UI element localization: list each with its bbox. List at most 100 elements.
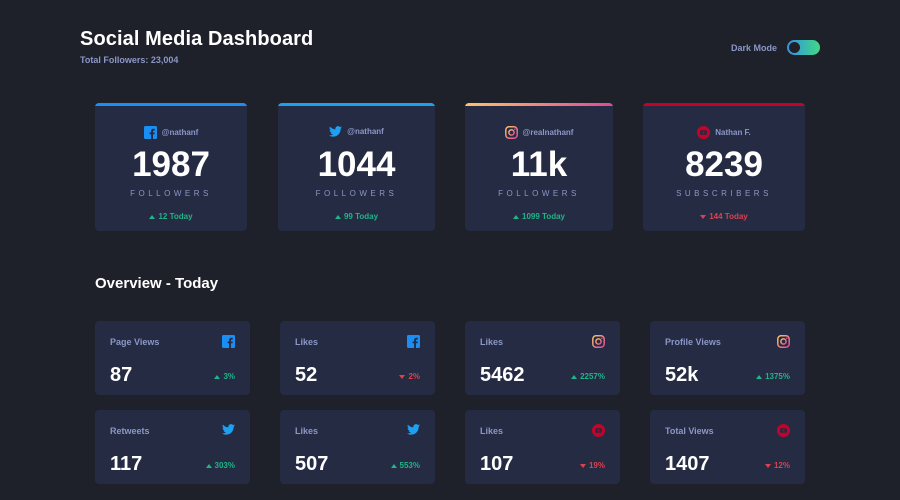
card-facebook[interactable]: @nathanf 1987 FOLLOWERS 12 Today <box>95 103 247 231</box>
instagram-icon <box>504 126 518 139</box>
tile-change: 3% <box>214 372 235 381</box>
card-accent-bar <box>465 103 613 106</box>
card-instagram[interactable]: @realnathanf 11k FOLLOWERS 1099 Today <box>465 103 613 231</box>
card-youtube[interactable]: Nathan F. 8239 SUBSCRIBERS 144 Today <box>643 103 805 231</box>
facebook-icon <box>407 335 420 348</box>
tile-change: 19% <box>579 461 605 470</box>
tile-label: Page Views <box>110 337 160 347</box>
tile-change-text: 303% <box>214 461 235 470</box>
card-handle-text: Nathan F. <box>715 128 751 137</box>
tile-facebook-page-views[interactable]: Page Views 87 3% <box>95 321 250 395</box>
card-twitter[interactable]: @nathanf 1044 FOLLOWERS 99 Today <box>278 103 435 231</box>
toggle-knob <box>789 42 800 53</box>
tile-instagram-likes[interactable]: Likes 5462 2257% <box>465 321 620 395</box>
tile-value: 87 <box>110 364 133 386</box>
arrow-down-icon <box>700 214 707 219</box>
card-change-text: 12 Today <box>158 212 193 221</box>
arrow-up-icon <box>571 374 578 379</box>
tile-value: 107 <box>480 453 514 475</box>
arrow-up-icon <box>756 374 763 379</box>
tile-value: 507 <box>295 453 329 475</box>
card-unit: FOLLOWERS <box>315 189 398 198</box>
tile-value: 52k <box>665 364 699 386</box>
tile-facebook-likes[interactable]: Likes 52 2% <box>280 321 435 395</box>
card-change: 12 Today <box>95 212 247 221</box>
arrow-down-icon <box>579 463 586 468</box>
tile-change: 553% <box>390 461 420 470</box>
tile-label: Profile Views <box>665 337 721 347</box>
tile-twitter-likes[interactable]: Likes 507 553% <box>280 410 435 484</box>
arrow-down-icon <box>399 374 406 379</box>
dashboard-header: Social Media Dashboard Total Followers: … <box>80 28 313 65</box>
tile-change-text: 2257% <box>580 372 605 381</box>
tile-youtube-likes[interactable]: Likes 107 19% <box>465 410 620 484</box>
tile-label: Likes <box>480 426 504 436</box>
card-change-text: 1099 Today <box>522 212 565 221</box>
card-count: 11k <box>510 145 568 184</box>
total-followers: Total Followers: 23,004 <box>80 55 179 65</box>
youtube-icon <box>777 424 790 437</box>
tile-change-text: 553% <box>399 461 420 470</box>
card-accent-bar <box>278 103 435 106</box>
tile-change-text: 12% <box>773 461 790 470</box>
youtube-icon <box>592 424 605 437</box>
card-count: 1987 <box>132 145 210 184</box>
card-count: 1044 <box>317 145 396 184</box>
tile-change: 2257% <box>571 372 605 381</box>
twitter-icon <box>222 424 235 435</box>
card-change-text: 144 Today <box>709 212 748 221</box>
tile-value: 52 <box>295 364 318 386</box>
card-accent-bar <box>643 103 805 106</box>
dark-mode-label: Dark Mode <box>730 42 777 53</box>
instagram-icon <box>592 335 605 348</box>
card-handle-text: @realnathanf <box>522 128 574 137</box>
arrow-down-icon <box>764 463 771 468</box>
twitter-icon <box>329 126 343 137</box>
tile-change-text: 19% <box>588 461 605 470</box>
instagram-icon <box>777 335 790 348</box>
arrow-up-icon <box>214 374 221 379</box>
card-handle-text: @nathanf <box>161 128 199 137</box>
facebook-icon <box>222 335 235 348</box>
tile-change-text: 2% <box>408 372 420 381</box>
tile-value: 117 <box>110 453 143 475</box>
card-handle: @nathanf <box>278 126 435 137</box>
card-change: 1099 Today <box>465 212 613 221</box>
tile-change: 12% <box>764 461 790 470</box>
card-change: 99 Today <box>278 212 435 221</box>
tile-change-text: 1375% <box>765 372 790 381</box>
card-count: 8239 <box>685 145 763 184</box>
arrow-up-icon <box>149 214 156 219</box>
overview-title: Overview - Today <box>95 275 219 292</box>
facebook-icon <box>143 126 157 139</box>
arrow-up-icon <box>334 214 341 219</box>
card-handle-text: @nathanf <box>347 127 384 136</box>
tile-change-text: 3% <box>223 372 235 381</box>
arrow-up-icon <box>390 463 397 468</box>
card-handle: @realnathanf <box>465 126 613 139</box>
tile-value: 5462 <box>480 364 525 386</box>
card-handle: Nathan F. <box>643 126 805 139</box>
tile-change: 303% <box>205 461 235 470</box>
dark-mode-toggle[interactable] <box>787 40 820 55</box>
arrow-up-icon <box>205 463 212 468</box>
card-unit: SUBSCRIBERS <box>676 189 772 198</box>
tile-change: 2% <box>399 372 420 381</box>
tile-label: Retweets <box>110 426 150 436</box>
card-change-text: 99 Today <box>343 212 379 221</box>
card-accent-bar <box>95 103 247 106</box>
card-unit: FOLLOWERS <box>130 189 212 198</box>
tile-youtube-total-views[interactable]: Total Views 1407 12% <box>650 410 805 484</box>
arrow-up-icon <box>513 214 519 219</box>
tile-label: Likes <box>295 426 319 436</box>
tile-label: Likes <box>295 337 319 347</box>
card-handle: @nathanf <box>95 126 247 139</box>
twitter-icon <box>407 424 420 435</box>
tile-value: 1407 <box>665 453 710 475</box>
card-change: 144 Today <box>643 212 805 221</box>
tile-instagram-profile-views[interactable]: Profile Views 52k 1375% <box>650 321 805 395</box>
youtube-icon <box>697 126 711 139</box>
tile-change: 1375% <box>756 372 790 381</box>
page-title: Social Media Dashboard <box>80 28 314 50</box>
tile-twitter-retweets[interactable]: Retweets 117 303% <box>95 410 250 484</box>
